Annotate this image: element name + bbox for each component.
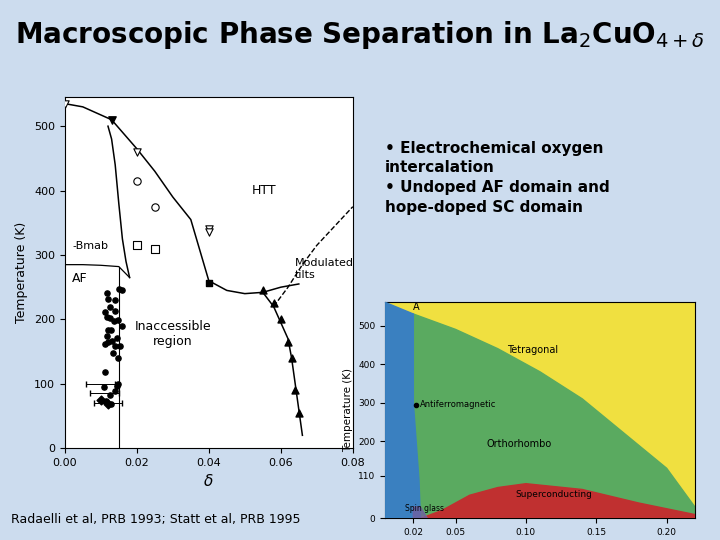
Point [101, 397, 112, 406]
Point [275, 315, 287, 323]
Point [59, 99, 71, 108]
Point [112, 334, 123, 342]
Polygon shape [420, 484, 695, 518]
Text: Modulated
tilts: Modulated tilts [295, 258, 354, 280]
Point [282, 338, 294, 346]
Point [293, 408, 305, 417]
Point [102, 332, 113, 341]
Point [102, 295, 114, 303]
Point [289, 386, 301, 395]
Point [131, 177, 143, 185]
Point [149, 202, 161, 211]
Point [116, 286, 127, 295]
Point [109, 342, 121, 350]
Point [106, 116, 117, 124]
Point [105, 326, 117, 335]
Polygon shape [413, 507, 428, 518]
Point [102, 400, 114, 409]
Y-axis label: Temperature (K): Temperature (K) [343, 368, 353, 453]
Text: -Bmab: -Bmab [72, 240, 108, 251]
Point [112, 354, 123, 363]
Point [112, 316, 123, 325]
Point [286, 354, 297, 362]
Point [111, 381, 122, 390]
Point [104, 314, 115, 322]
Point [99, 340, 111, 349]
Point [109, 296, 121, 305]
Text: Orthorhombo: Orthorhombo [486, 439, 552, 449]
Text: Tetragonal: Tetragonal [508, 345, 559, 355]
Point [99, 308, 111, 316]
Text: Inaccessible
region: Inaccessible region [135, 320, 211, 348]
Point [102, 326, 114, 334]
Point [112, 380, 124, 388]
Point [101, 288, 112, 297]
Point [131, 147, 143, 156]
Text: La$_{2-x}$Sr$_x$CuO$_4$: La$_{2-x}$Sr$_x$CuO$_4$ [491, 312, 575, 327]
Y-axis label: Temperature (K): Temperature (K) [15, 222, 28, 323]
Text: A: A [413, 302, 420, 312]
Point [102, 313, 113, 321]
Point [257, 286, 269, 295]
Text: Spin glass: Spin glass [405, 504, 444, 514]
Point [104, 390, 116, 399]
Point [104, 302, 116, 311]
Point [107, 336, 118, 345]
Polygon shape [413, 314, 695, 518]
Text: Radaelli et al, PRB 1993; Statt et al, PRB 1995: Radaelli et al, PRB 1993; Statt et al, P… [11, 513, 300, 526]
Point [114, 285, 125, 294]
Point [203, 228, 215, 237]
Text: Antiferromagnetic: Antiferromagnetic [420, 400, 497, 409]
Point [116, 322, 127, 330]
Text: AF: AF [72, 272, 88, 285]
Point [102, 338, 114, 347]
Point [99, 383, 110, 392]
X-axis label: $\delta$: $\delta$ [204, 474, 214, 489]
Point [109, 307, 121, 315]
Text: Superconducting: Superconducting [516, 490, 593, 499]
Point [131, 241, 143, 249]
Point [203, 278, 215, 287]
Point [108, 317, 120, 326]
Text: Macroscopic Phase Separation in La$_2$CuO$_{4+\delta}$: Macroscopic Phase Separation in La$_2$Cu… [15, 19, 705, 51]
Point [105, 400, 117, 408]
Point [99, 367, 111, 376]
Polygon shape [385, 302, 420, 518]
Text: La$_2$CuO$_{4+\delta}$: La$_2$CuO$_{4+\delta}$ [138, 102, 215, 118]
Point [95, 396, 107, 404]
Point [107, 349, 119, 357]
Point [114, 341, 126, 350]
Point [203, 225, 215, 233]
Text: HTT: HTT [252, 184, 276, 197]
Point [268, 299, 279, 308]
Point [109, 386, 120, 395]
Text: • Electrochemical oxygen
intercalation
• Undoped AF domain and
hope-doped SC dom: • Electrochemical oxygen intercalation •… [385, 140, 610, 215]
Point [149, 244, 161, 253]
